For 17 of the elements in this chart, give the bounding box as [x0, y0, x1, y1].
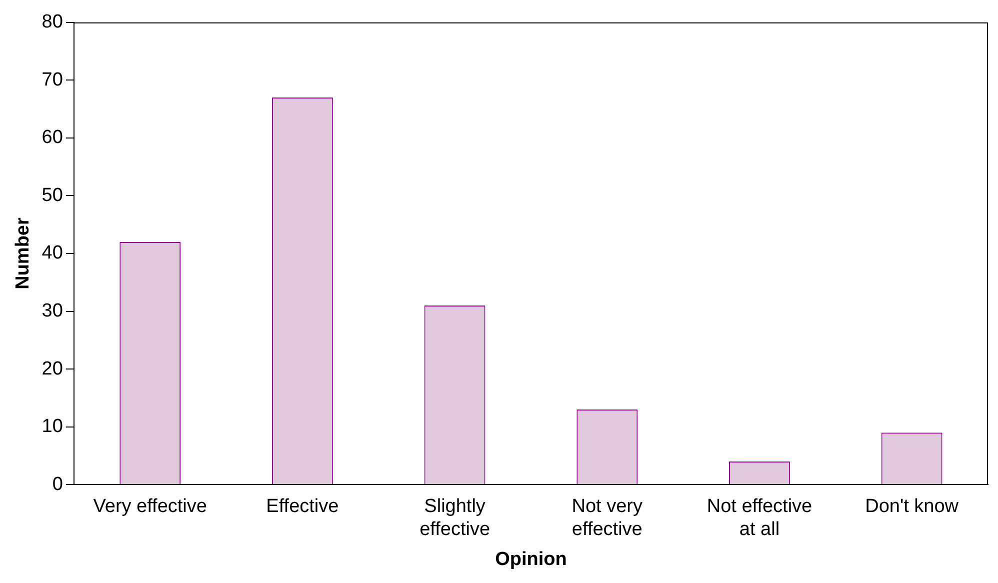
y-axis-title: Number [12, 217, 34, 290]
y-tick-label: 40 [42, 242, 63, 264]
x-tick-label: Very effective [93, 496, 207, 518]
y-tick-label: 70 [42, 69, 63, 90]
y-tick-label: 20 [42, 358, 63, 380]
x-tick-label: Effective [266, 496, 339, 518]
x-tick-label: Slightly effective [420, 496, 490, 540]
x-tick-label: Not very effective [572, 496, 644, 540]
x-tick-label: Don't know [865, 496, 959, 518]
y-tick-label: 30 [42, 300, 63, 322]
y-tick-label: 60 [42, 127, 63, 148]
x-tick-label: Not effective at all [706, 496, 812, 540]
y-tick-label: 80 [42, 12, 63, 33]
y-tick-label: 10 [42, 416, 63, 438]
x-axis-title: Opinion [495, 548, 567, 570]
y-tick-label: 50 [42, 184, 63, 206]
y-tick-label: 0 [52, 474, 63, 495]
